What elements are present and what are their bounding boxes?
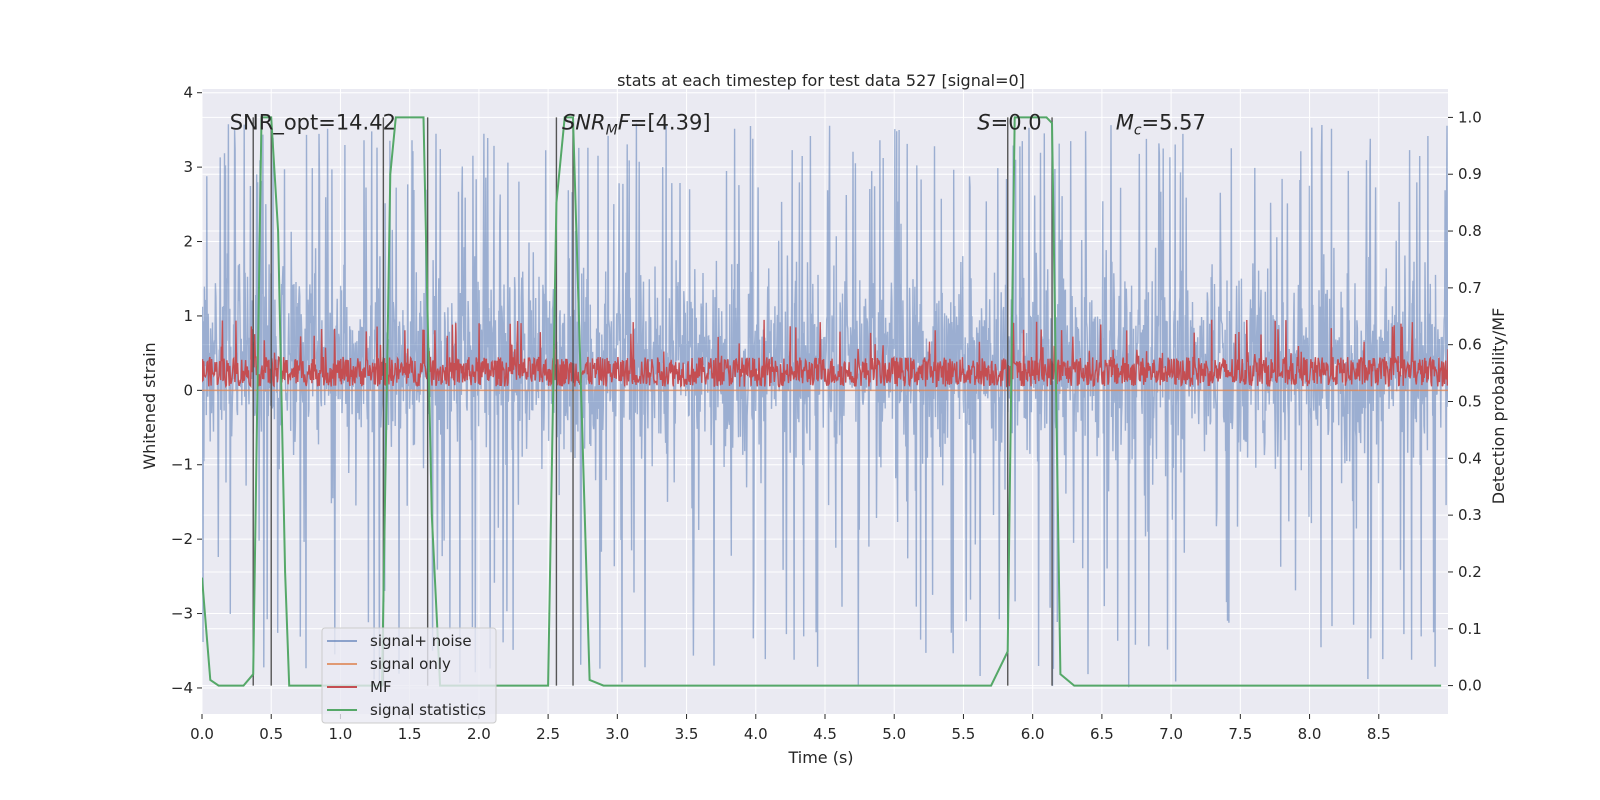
y-right-tick-label: 0.3 <box>1458 506 1482 524</box>
y-tick-label: −4 <box>171 679 193 697</box>
x-tick-label: 4.0 <box>744 725 768 743</box>
y-right-tick-label: 0.5 <box>1458 393 1482 411</box>
x-tick-label: 5.5 <box>952 725 976 743</box>
x-tick-label: 8.5 <box>1367 725 1391 743</box>
y-axis-label: Whitened strain <box>140 342 159 469</box>
grid-lines <box>201 89 1448 714</box>
y-tick-label: 3 <box>183 158 193 176</box>
y-right-axis-ticks: 0.0 0.1 0.2 0.3 0.4 0.5 0.6 0.7 0.8 0.9 1.0 <box>1448 108 1482 695</box>
annotation-snr_mf: SNRMF=[4.39] <box>562 110 711 138</box>
y-tick-label: −2 <box>171 530 193 548</box>
y-right-tick-label: 0.1 <box>1458 620 1482 638</box>
x-tick-label: 0.0 <box>190 725 214 743</box>
y-right-tick-label: 0.6 <box>1458 336 1482 354</box>
y-tick-label: −1 <box>171 456 193 474</box>
annotation-s: S=0.0 <box>977 110 1041 134</box>
y-right-tick-label: 1.0 <box>1458 108 1482 126</box>
x-tick-label: 2.0 <box>467 725 491 743</box>
annotations: SNR_opt=14.42 SNRMF=[4.39] S=0.0 Mc=5.57 <box>230 110 1206 138</box>
x-tick-label: 1.0 <box>329 725 353 743</box>
series-signal-statistics <box>202 116 1442 687</box>
x-tick-label: 4.5 <box>813 725 837 743</box>
y-axis-ticks: −4 −3 −2 −1 0 1 2 3 4 <box>171 84 202 697</box>
y-tick-label: −3 <box>171 605 193 623</box>
series-signal-noise <box>202 123 1448 688</box>
chart-title: stats at each timestep for test data 527… <box>617 71 1025 90</box>
y-tick-label: 0 <box>183 381 193 399</box>
y-right-axis-label: Detection probability/MF <box>1489 308 1508 505</box>
annotation-mc: Mc=5.57 <box>1116 110 1206 138</box>
x-tick-label: 6.0 <box>1021 725 1045 743</box>
plot-content <box>202 116 1448 688</box>
y-right-tick-label: 0.0 <box>1458 677 1482 695</box>
y-tick-label: 2 <box>183 233 193 251</box>
y-right-tick-label: 0.2 <box>1458 563 1482 581</box>
x-tick-label: 3.0 <box>605 725 629 743</box>
legend-label: signal only <box>370 655 451 673</box>
legend-label: signal statistics <box>370 701 486 719</box>
x-tick-label: 1.5 <box>398 725 422 743</box>
annotation-snr_opt: SNR_opt=14.42 <box>230 110 396 135</box>
x-tick-label: 6.5 <box>1090 725 1114 743</box>
x-tick-label: 8.0 <box>1298 725 1322 743</box>
x-axis-label: Time (s) <box>787 748 853 767</box>
y-right-tick-label: 0.4 <box>1458 449 1482 467</box>
y-tick-label: 4 <box>183 84 193 102</box>
x-tick-label: 3.5 <box>675 725 699 743</box>
x-tick-label: 7.0 <box>1159 725 1183 743</box>
legend-label: MF <box>370 678 392 696</box>
x-tick-label: 5.0 <box>882 725 906 743</box>
series-mf <box>202 319 1448 389</box>
legend-box <box>321 627 497 724</box>
x-tick-label: 0.5 <box>259 725 283 743</box>
legend-label: signal+ noise <box>370 632 472 650</box>
y-right-tick-label: 0.9 <box>1458 165 1482 183</box>
y-right-tick-label: 0.7 <box>1458 279 1482 297</box>
legend: signal+ noise signal only MF signal statist… <box>321 627 497 724</box>
x-axis-ticks: 0.0 0.5 1.0 1.5 2.0 2.5 3.0 3.5 4.0 4.5 5.0 5.5 6.0 6… <box>190 714 1391 743</box>
x-tick-label: 7.5 <box>1228 725 1252 743</box>
y-right-tick-label: 0.8 <box>1458 222 1482 240</box>
x-tick-label: 2.5 <box>536 725 560 743</box>
y-tick-label: 1 <box>183 307 193 325</box>
